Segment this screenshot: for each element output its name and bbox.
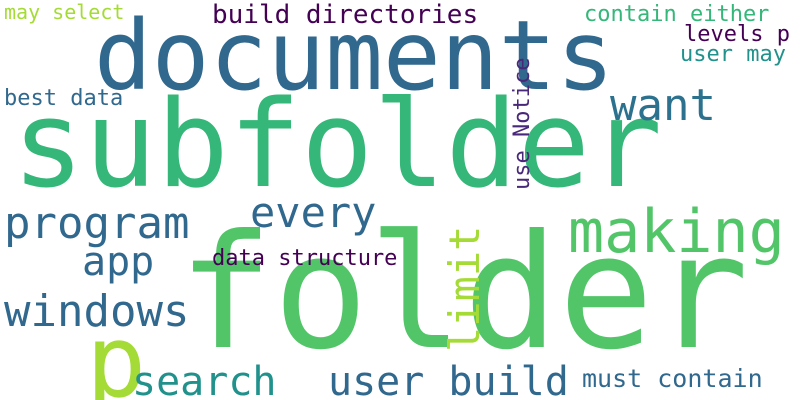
word-data-structure: data structure [212, 246, 398, 271]
word-documents: documents [94, 0, 615, 112]
word-subfolder: subfolder [12, 76, 663, 215]
word-contain-either: contain either [584, 2, 770, 27]
word-windows: windows [4, 286, 190, 337]
word-app: app [82, 239, 155, 285]
word-best-data: best data [4, 86, 124, 111]
word-want: want [610, 80, 716, 131]
word-must-contain: must contain [582, 364, 763, 393]
word-user-may: user may [680, 42, 786, 67]
word-limit: limit [440, 225, 489, 352]
word-program: program [4, 198, 190, 249]
word-use-notice: use Notice [510, 57, 535, 190]
word-every: every [250, 188, 377, 237]
word-levels-p: levels p [684, 22, 790, 47]
word-may-select: may select [4, 0, 125, 24]
word-search: search [132, 359, 277, 400]
word-user-build: user build [328, 359, 569, 400]
word-folder: folder [178, 201, 749, 385]
word-p: p [86, 303, 147, 400]
word-making: making [568, 197, 785, 267]
word-build-directories: build directories [212, 0, 479, 30]
